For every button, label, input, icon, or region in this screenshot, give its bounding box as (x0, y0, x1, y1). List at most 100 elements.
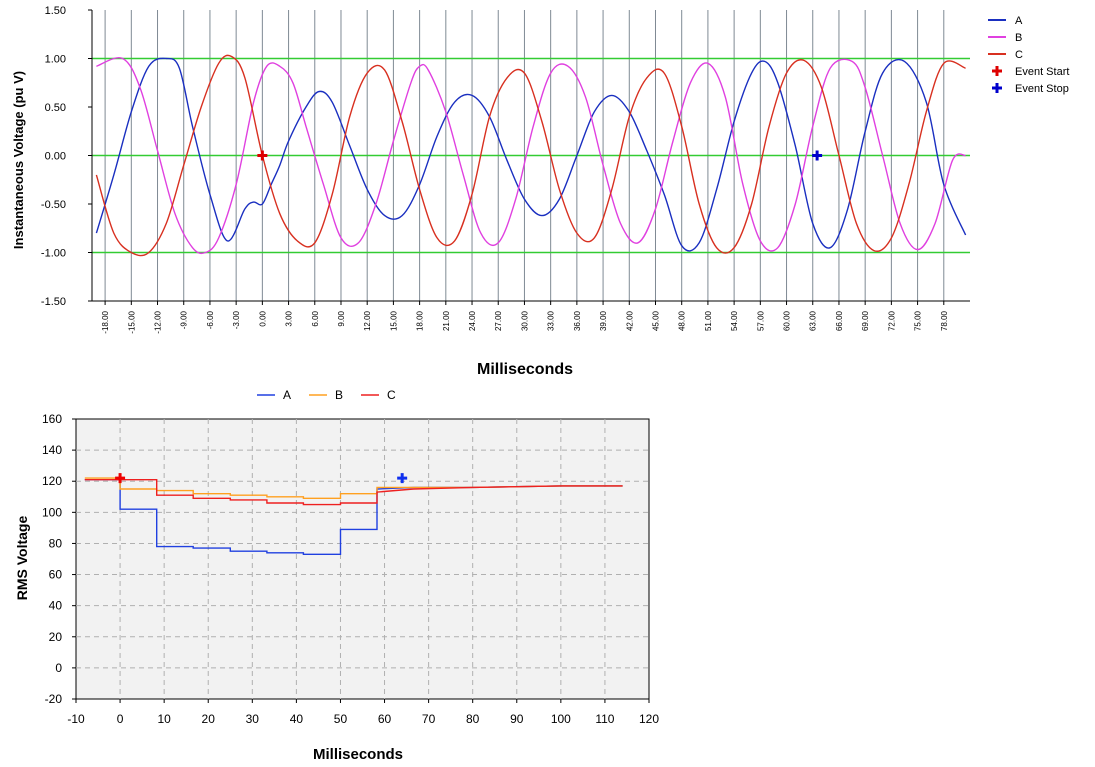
top-y-tick-labels: -1.50 -1.00 -0.50 0.00 0.50 1.00 1.50 (41, 5, 92, 308)
top-legend-plus-swatch (992, 66, 1002, 76)
top-legend-label: A (1015, 15, 1023, 27)
top-x-tick-label: 3.00 (285, 310, 294, 326)
bottom-x-tick-label: 20 (202, 712, 216, 726)
top-legend-label: Event Start (1015, 66, 1069, 78)
top-x-tick-label: 69.00 (861, 310, 870, 331)
instantaneous-voltage-chart: -1.50-1.00-0.500.000.501.001.50 -18.00 -1… (11, 5, 1069, 378)
top-legend-plus-swatch (992, 83, 1002, 93)
bottom-legend: A B C (257, 388, 396, 402)
bottom-x-tick-label: 90 (510, 712, 524, 726)
bottom-x-tick-label: 110 (595, 712, 614, 726)
top-y-tick-label: -0.50 (41, 199, 66, 211)
top-legend: ABC Event Start Event Stop (988, 15, 1069, 95)
top-y-tick-label: -1.50 (41, 296, 66, 308)
bottom-x-tick-label: 80 (466, 712, 480, 726)
top-x-tick-label: 24.00 (468, 310, 477, 331)
top-x-tick-label: 15.00 (389, 310, 398, 331)
top-y-tick-label: 1.00 (45, 54, 66, 66)
top-x-tick-label: 48.00 (678, 310, 687, 331)
top-x-tick-label: 75.00 (914, 310, 923, 331)
top-legend-item: A (988, 15, 1023, 27)
bottom-y-axis-label: RMS Voltage (14, 516, 30, 601)
bottom-x-tick-label: 50 (334, 712, 348, 726)
bottom-legend-item: A (257, 388, 291, 402)
top-legend-item: Event Stop (992, 83, 1069, 95)
top-x-tick-label: 18.00 (416, 310, 425, 331)
top-x-tick-label: 27.00 (494, 310, 503, 331)
top-y-tick-label: 1.50 (45, 5, 66, 17)
top-marker-event-stop (812, 150, 823, 161)
top-series-C (95, 54, 966, 257)
top-x-tick-label: 60.00 (783, 310, 792, 331)
top-legend-label: Event Stop (1015, 83, 1069, 95)
bottom-plot-background (75, 418, 650, 700)
bottom-y-tick-label: 80 (49, 536, 63, 550)
top-x-tick-label: -15.00 (127, 310, 136, 333)
top-x-tick-label: -18.00 (101, 310, 110, 333)
top-y-tick-label: -1.00 (41, 248, 66, 260)
top-x-tick-label: 54.00 (730, 310, 739, 331)
top-legend-item: B (988, 32, 1022, 44)
bottom-x-tick-label: 60 (378, 712, 392, 726)
top-x-tick-label: 12.00 (363, 310, 372, 331)
top-marker-event-start (257, 150, 268, 161)
top-x-tick-label: 57.00 (756, 310, 765, 331)
top-y-tick-label: 0.50 (45, 102, 66, 114)
top-x-tick-label: -9.00 (180, 310, 189, 329)
top-x-tick-label: -3.00 (232, 310, 241, 329)
top-x-tick-label: 36.00 (573, 310, 582, 331)
bottom-y-tick-label: 20 (49, 630, 63, 644)
top-x-tick-label: -6.00 (206, 310, 215, 329)
top-series-group (95, 54, 967, 257)
top-y-axis-label: Instantaneous Voltage (pu V) (11, 71, 26, 249)
top-x-tick-label: 51.00 (704, 310, 713, 331)
bottom-x-tick-label: 100 (551, 712, 571, 726)
bottom-x-tick-label: 120 (639, 712, 659, 726)
bottom-y-tick-label: 120 (42, 474, 62, 488)
bottom-y-tick-labels: -20 0 20 40 60 80 100 120 140 160 (42, 412, 76, 706)
top-x-tick-label: 78.00 (940, 310, 949, 331)
bottom-x-tick-labels: -10 0 10 20 30 40 50 60 70 80 90 100 110 120 (67, 699, 659, 726)
top-x-tick-label: 6.00 (311, 310, 320, 326)
top-x-tick-label: 63.00 (809, 310, 818, 331)
bottom-y-tick-label: 0 (55, 661, 62, 675)
bottom-legend-label: A (283, 388, 291, 402)
top-x-tick-labels: -18.00 -15.00 -12.00 -9.00 -6.00 -3.00 0.00 3.0… (101, 301, 949, 334)
top-y-tick-label: 0.00 (45, 151, 66, 163)
bottom-y-tick-label: 160 (42, 412, 62, 426)
bottom-x-tick-label: 10 (157, 712, 171, 726)
bottom-x-tick-label: 0 (117, 712, 124, 726)
top-x-tick-label: 30.00 (520, 310, 529, 331)
bottom-y-tick-label: 140 (42, 443, 62, 457)
bottom-x-axis-label: Milliseconds (313, 746, 403, 763)
bottom-grid (76, 419, 649, 699)
top-x-tick-label: 39.00 (599, 310, 608, 331)
top-x-tick-label: 66.00 (835, 310, 844, 331)
top-x-axis-label: Milliseconds (477, 361, 573, 378)
top-series-B (96, 57, 966, 255)
bottom-marker-event-stop (397, 473, 408, 484)
bottom-x-tick-label: 30 (246, 712, 260, 726)
bottom-y-tick-label: 60 (49, 568, 63, 582)
top-legend-item: C (988, 49, 1023, 61)
bottom-legend-item: B (309, 388, 343, 402)
bottom-x-tick-label: 70 (422, 712, 436, 726)
bottom-y-tick-label: -20 (45, 692, 63, 706)
top-x-tick-label: 9.00 (337, 310, 346, 326)
bottom-x-tick-label: -10 (67, 712, 85, 726)
top-x-tick-label: 21.00 (442, 310, 451, 331)
bottom-markers (115, 473, 408, 484)
rms-voltage-chart: -20 0 20 40 60 80 100 120 140 160 -10 0 10 20 30 40 50 6… (14, 388, 659, 763)
top-x-tick-label: 0.00 (258, 310, 267, 326)
bottom-marker-event-start (115, 473, 126, 484)
top-x-tick-label: -12.00 (154, 310, 163, 333)
bottom-x-tick-label: 40 (290, 712, 304, 726)
bottom-legend-label: B (335, 388, 343, 402)
bottom-y-tick-label: 100 (42, 505, 62, 519)
bottom-series-C (84, 479, 623, 506)
bottom-legend-label: C (387, 388, 396, 402)
bottom-legend-item: C (361, 388, 396, 402)
top-legend-label: C (1015, 49, 1023, 61)
bottom-y-tick-label: 40 (49, 599, 63, 613)
